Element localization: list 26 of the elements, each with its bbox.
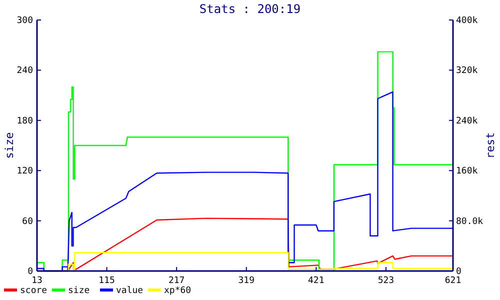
y-tick-label: 240 <box>16 66 33 76</box>
x-tick-label: 523 <box>378 276 394 286</box>
y-tick-label: 300 <box>16 16 33 26</box>
y-axis-title: size <box>3 132 16 159</box>
legend-label: size <box>68 286 90 296</box>
x-tick-label: 421 <box>308 276 324 286</box>
x-tick-label: 319 <box>238 276 254 286</box>
y2-tick-label: 400k <box>456 16 478 26</box>
legend-label: xp*60 <box>164 286 192 296</box>
y-tick-label: 120 <box>16 166 33 177</box>
y2-tick-label: 160k <box>456 166 478 177</box>
y-tick-label: 180 <box>16 116 33 126</box>
x-tick-label: 217 <box>168 276 185 286</box>
chart-title: Stats : 200:19 <box>199 2 301 16</box>
y-tick-label: 60 <box>22 216 33 227</box>
legend-label: value <box>116 286 144 296</box>
x-tick-label: 13 <box>32 276 42 286</box>
x-tick-label: 621 <box>444 276 462 286</box>
y-tick-label: 0 <box>28 267 33 277</box>
y2-tick-label: 80.0k <box>456 216 484 227</box>
y2-tick-label: 0 <box>456 267 462 277</box>
x-tick-label: 115 <box>98 276 115 286</box>
y2-tick-label: 240k <box>456 116 478 126</box>
y2-tick-label: 320k <box>456 66 478 76</box>
y2-axis-title: rest <box>484 132 497 159</box>
legend-label: score <box>20 286 48 296</box>
